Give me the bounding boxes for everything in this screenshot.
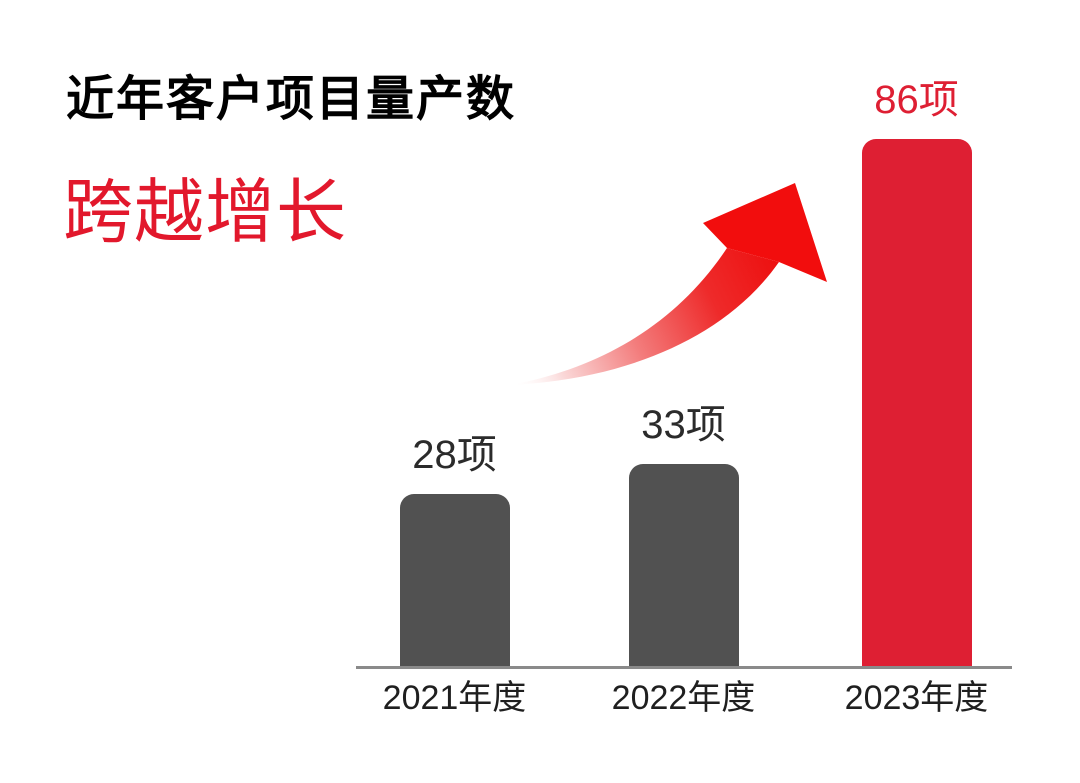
bar-2021 (399, 494, 510, 666)
bar-value-2022: 33项 (641, 403, 726, 447)
page-subtitle: 跨越增长 (63, 173, 347, 251)
x-axis-line (356, 666, 1012, 669)
bar-value-2021: 28项 (412, 433, 497, 477)
bar-group-2022: 33项 (603, 402, 764, 666)
x-tick-2023: 2023年度 (844, 679, 989, 717)
bar-2022 (628, 464, 739, 666)
bar-2023 (861, 139, 972, 666)
bar-value-2023: 86项 (874, 78, 959, 122)
x-tick-2021: 2021年度 (382, 679, 527, 717)
bar-group-2023: 86项 (836, 77, 997, 666)
page-title: 近年客户项目量产数 (66, 73, 517, 126)
growth-arrow-icon (510, 183, 827, 385)
bar-group-2021: 28项 (374, 432, 535, 666)
x-tick-2022: 2022年度 (611, 679, 756, 717)
